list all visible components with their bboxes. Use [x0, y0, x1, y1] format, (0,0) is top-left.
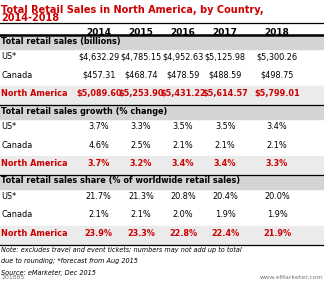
Text: 23.9%: 23.9%: [85, 229, 113, 238]
Text: 201885: 201885: [1, 275, 25, 280]
Text: $488.59: $488.59: [208, 71, 242, 80]
Text: $498.75: $498.75: [260, 71, 294, 80]
Text: 22.4%: 22.4%: [211, 229, 239, 238]
Text: 2.5%: 2.5%: [131, 141, 151, 150]
Text: Total retail sales share (% of worldwide retail sales): Total retail sales share (% of worldwide…: [1, 176, 240, 185]
Text: 21.7%: 21.7%: [86, 192, 112, 201]
Text: Total retail sales (billions): Total retail sales (billions): [1, 37, 121, 46]
Text: 21.3%: 21.3%: [128, 192, 154, 201]
Text: North America: North America: [1, 89, 68, 98]
Bar: [0, 175, 324, 189]
Text: $4,632.29: $4,632.29: [78, 52, 120, 61]
Text: 21.9%: 21.9%: [263, 229, 291, 238]
Text: 3.5%: 3.5%: [173, 122, 193, 131]
Bar: [0, 105, 324, 119]
Text: 20.4%: 20.4%: [212, 192, 238, 201]
Text: $5,431.22: $5,431.22: [160, 89, 206, 98]
Text: 3.3%: 3.3%: [131, 122, 151, 131]
Text: Canada: Canada: [1, 141, 32, 150]
Text: US*: US*: [1, 52, 17, 61]
Text: North America: North America: [1, 229, 68, 238]
Text: 22.8%: 22.8%: [169, 229, 197, 238]
Text: Total retail sales growth (% change): Total retail sales growth (% change): [1, 106, 168, 116]
Text: 3.2%: 3.2%: [130, 159, 152, 168]
Text: 23.3%: 23.3%: [127, 229, 155, 238]
Text: 3.5%: 3.5%: [215, 122, 236, 131]
Text: due to rounding; *forecast from Aug 2015: due to rounding; *forecast from Aug 2015: [1, 258, 138, 264]
Text: 2.1%: 2.1%: [267, 141, 287, 150]
Text: $5,253.90: $5,253.90: [118, 89, 164, 98]
Text: 2014-2018: 2014-2018: [1, 13, 59, 23]
Text: 2017: 2017: [213, 28, 238, 37]
Text: $4,785.15: $4,785.15: [120, 52, 162, 61]
Text: $5,089.60: $5,089.60: [76, 89, 122, 98]
Text: $5,300.26: $5,300.26: [257, 52, 297, 61]
Text: 20.8%: 20.8%: [170, 192, 196, 201]
Text: US*: US*: [1, 122, 17, 131]
Text: $468.74: $468.74: [124, 71, 158, 80]
Text: $478.59: $478.59: [166, 71, 200, 80]
Text: Source: eMarketer, Dec 2015: Source: eMarketer, Dec 2015: [1, 270, 96, 276]
Text: 3.4%: 3.4%: [172, 159, 194, 168]
Bar: [0, 156, 324, 175]
Text: Total Retail Sales in North America, by Country,: Total Retail Sales in North America, by …: [1, 5, 264, 15]
Text: North America: North America: [1, 159, 68, 168]
Text: 20.0%: 20.0%: [264, 192, 290, 201]
Text: $457.31: $457.31: [82, 71, 116, 80]
Text: US*: US*: [1, 192, 17, 201]
Text: Canada: Canada: [1, 71, 32, 80]
Text: 2.1%: 2.1%: [131, 210, 151, 220]
Text: 2018: 2018: [265, 28, 289, 37]
Text: $5,614.57: $5,614.57: [202, 89, 248, 98]
Text: Canada: Canada: [1, 210, 32, 220]
Text: 2014: 2014: [86, 28, 111, 37]
Text: 2.0%: 2.0%: [173, 210, 193, 220]
Text: 3.4%: 3.4%: [267, 122, 287, 131]
Text: 2.1%: 2.1%: [173, 141, 193, 150]
Text: 3.3%: 3.3%: [266, 159, 288, 168]
Text: $5,799.01: $5,799.01: [254, 89, 300, 98]
Text: $4,952.63: $4,952.63: [162, 52, 204, 61]
Text: 2.1%: 2.1%: [215, 141, 236, 150]
Bar: [0, 86, 324, 105]
Text: 3.7%: 3.7%: [88, 122, 109, 131]
Text: $5,125.98: $5,125.98: [205, 52, 246, 61]
Text: www.eMarketer.com: www.eMarketer.com: [259, 275, 323, 280]
Text: 1.9%: 1.9%: [267, 210, 287, 220]
Bar: [0, 226, 324, 245]
Text: 2.1%: 2.1%: [88, 210, 109, 220]
Text: Note: excludes travel and event tickets; numbers may not add up to total: Note: excludes travel and event tickets;…: [1, 247, 242, 253]
Text: 1.9%: 1.9%: [215, 210, 236, 220]
Text: 4.6%: 4.6%: [88, 141, 109, 150]
Text: 3.4%: 3.4%: [214, 159, 237, 168]
Bar: [0, 35, 324, 49]
Text: 2015: 2015: [129, 28, 153, 37]
Text: 2016: 2016: [171, 28, 195, 37]
Text: 3.7%: 3.7%: [87, 159, 110, 168]
